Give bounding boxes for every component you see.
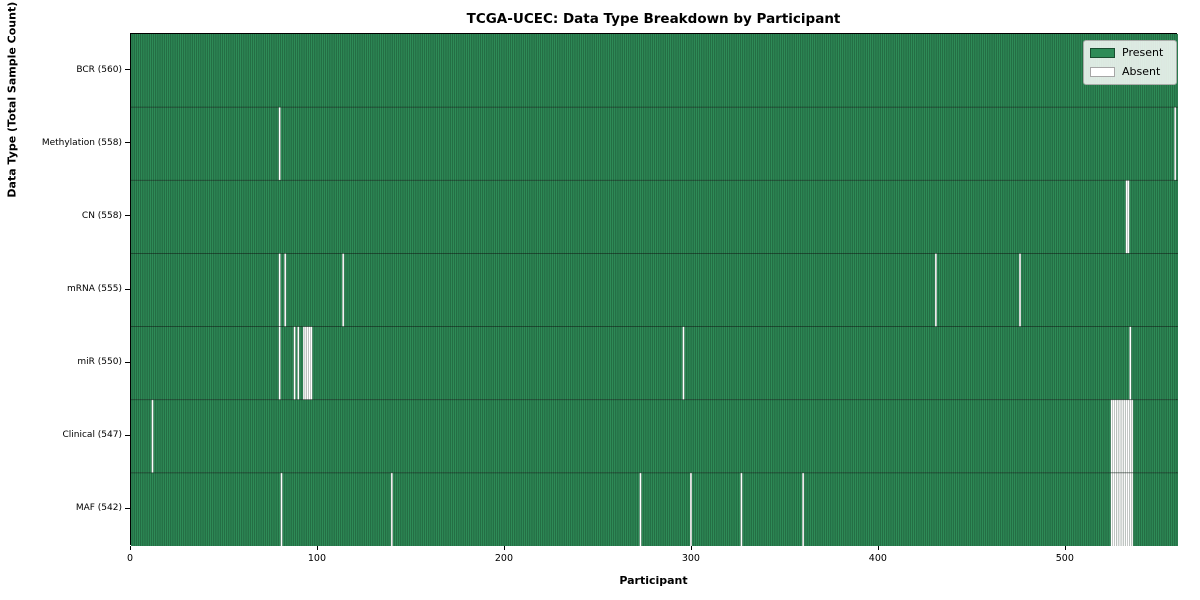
x-tick-mark — [690, 546, 692, 550]
legend-entry-absent: Absent — [1090, 65, 1168, 78]
legend-label-present: Present — [1122, 46, 1164, 59]
x-tick-mark — [1064, 546, 1066, 550]
y-tick-label-methylation: Methylation (558) — [41, 137, 122, 148]
y-tick-label-mir: miR (550) — [77, 357, 122, 368]
absent-swatch-icon — [1090, 66, 1115, 77]
x-tick-mark — [316, 546, 318, 550]
x-tick-label-0: 0 — [126, 553, 134, 564]
y-axis-label: Data Type (Total Sample Count) — [5, 1, 19, 198]
present-swatch-icon — [1090, 47, 1115, 58]
x-tick-label-100: 100 — [307, 553, 327, 564]
y-tick-mark — [125, 507, 130, 509]
plot-area — [130, 33, 1178, 546]
y-tick-label-maf: MAF (542) — [75, 503, 122, 514]
x-tick-label-300: 300 — [681, 553, 700, 564]
y-tick-label-clinical: Clinical (547) — [62, 430, 122, 441]
y-tick-mark — [125, 215, 130, 217]
y-tick-label-bcr: BCR (560) — [76, 64, 122, 75]
presence-heatmap-canvas — [131, 34, 1178, 546]
legend-entry-present: Present — [1090, 46, 1168, 59]
x-axis-label: Participant — [619, 574, 688, 587]
y-tick-mark — [125, 361, 130, 363]
y-tick-mark — [125, 142, 130, 144]
y-tick-label-cn: CN (558) — [81, 210, 122, 221]
legend-label-absent: Absent — [1122, 65, 1161, 78]
x-tick-label-400: 400 — [868, 553, 887, 564]
x-tick-label-500: 500 — [1055, 553, 1074, 564]
chart-title: TCGA-UCEC: Data Type Breakdown by Partic… — [466, 11, 841, 27]
y-tick-mark — [125, 288, 130, 290]
x-tick-label-200: 200 — [494, 553, 513, 564]
x-tick-mark — [503, 546, 505, 550]
y-tick-mark — [125, 69, 130, 71]
y-tick-label-mrna: mRNA (555) — [67, 284, 122, 294]
x-tick-mark — [130, 546, 131, 550]
y-tick-mark — [125, 434, 130, 436]
x-tick-mark — [877, 546, 879, 550]
legend: Present Absent — [1083, 40, 1177, 85]
